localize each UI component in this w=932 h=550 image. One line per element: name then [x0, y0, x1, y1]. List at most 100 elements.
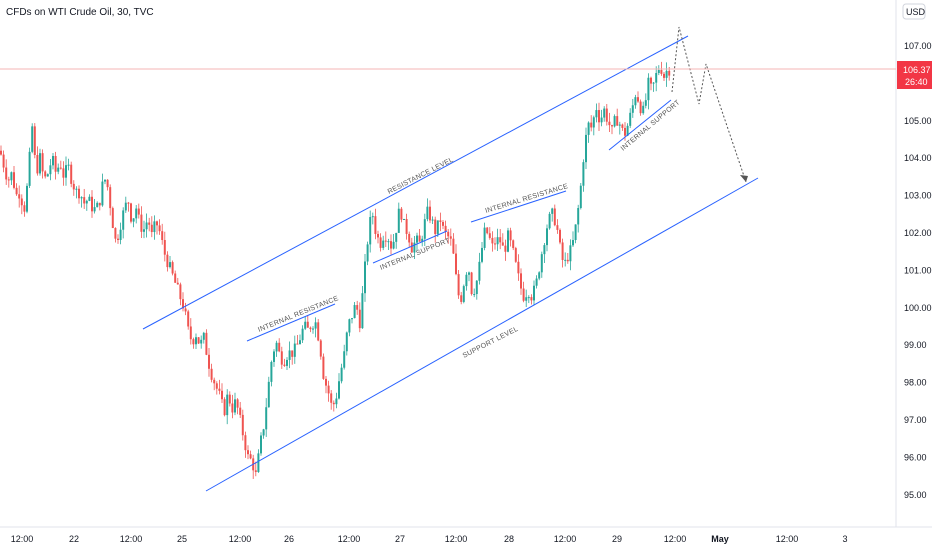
candle-body	[379, 237, 382, 248]
candle-body	[169, 262, 171, 268]
candle-body	[306, 321, 309, 328]
candle-body	[143, 229, 145, 232]
candle-body	[468, 272, 470, 275]
candle-body	[512, 240, 515, 249]
candle-body	[176, 282, 179, 285]
candle-body	[23, 205, 26, 212]
candle-body	[278, 342, 281, 352]
candle-body	[195, 337, 197, 345]
candle-body	[387, 241, 390, 243]
candle-body	[239, 407, 242, 415]
candle-body	[509, 230, 512, 241]
candle-body	[189, 326, 192, 340]
candle-body	[382, 240, 385, 248]
candle-body	[314, 322, 317, 329]
candle-body	[442, 221, 444, 226]
candle-body	[96, 202, 99, 208]
candle-body	[353, 305, 356, 319]
candle-body	[603, 108, 606, 118]
candle-body	[579, 185, 582, 209]
candle-body	[36, 155, 39, 174]
candle-body	[114, 228, 117, 239]
candle-body	[197, 337, 200, 344]
x-tick-label: 22	[69, 534, 79, 544]
internal-resistance-line-2[interactable]	[470, 190, 567, 223]
candle-body	[7, 179, 10, 181]
candle-body	[91, 196, 93, 212]
candle-body	[70, 164, 73, 184]
internal-support-line-2[interactable]	[608, 99, 672, 151]
y-tick-label: 100.00	[904, 303, 932, 313]
candle-body	[260, 435, 262, 454]
x-tick-label: 12:00	[554, 534, 577, 544]
candle-body	[293, 343, 296, 357]
candle-body	[462, 286, 465, 302]
internal-support-line-1[interactable]	[372, 230, 448, 264]
candle-body	[483, 227, 486, 248]
candle-body	[135, 208, 138, 219]
candle-body	[52, 155, 54, 166]
candle-body	[345, 332, 348, 352]
candle-body	[338, 381, 340, 399]
x-tick-label: 26	[284, 534, 294, 544]
candle-body	[39, 153, 41, 174]
candle-body	[639, 101, 642, 114]
support-line[interactable]	[205, 177, 759, 492]
candle-body	[187, 311, 190, 327]
candle-body	[621, 124, 624, 128]
candle-body	[179, 284, 182, 300]
candle-body	[473, 294, 476, 296]
candle-body	[249, 454, 252, 459]
internal-resistance-line-1[interactable]	[246, 303, 336, 342]
candle-body	[348, 319, 351, 333]
candle-body	[44, 171, 47, 177]
candle-body	[540, 254, 543, 273]
candle-body	[62, 168, 65, 178]
x-tick-label: 12:00	[11, 534, 34, 544]
candle-body	[501, 242, 504, 246]
x-tick-label: 12:00	[445, 534, 468, 544]
candle-body	[637, 97, 639, 102]
candle-body	[520, 273, 522, 289]
candle-body	[145, 222, 148, 230]
candle-body	[358, 309, 361, 329]
candle-body	[647, 77, 650, 101]
candle-body	[330, 393, 333, 403]
candle-body	[439, 220, 442, 222]
candle-body	[356, 305, 359, 310]
candle-body	[449, 236, 452, 239]
y-tick-label: 97.00	[904, 415, 927, 425]
candle-body	[98, 202, 101, 206]
candle-body	[340, 367, 343, 382]
candle-body	[642, 105, 645, 114]
time-axis[interactable]: 12:00 22 12:00 25 12:00 26 12:00 27 12:00 28 12:00…	[11, 534, 848, 544]
candle-body	[101, 181, 104, 206]
candle-body	[598, 110, 600, 123]
candle-body	[517, 261, 520, 274]
candle-body	[236, 399, 239, 408]
candle-body	[504, 245, 507, 252]
candle-body	[221, 390, 223, 400]
candle-body	[481, 247, 483, 262]
candle-body	[26, 185, 28, 212]
candle-body	[273, 351, 275, 362]
candle-body	[616, 116, 619, 126]
candle-body	[600, 117, 603, 123]
y-tick-label: 101.00	[904, 265, 932, 275]
currency-button[interactable]: USD	[902, 3, 926, 20]
candle-body	[59, 167, 62, 169]
candles-group	[0, 61, 671, 479]
resistance-line[interactable]	[142, 35, 689, 330]
candle-body	[369, 217, 372, 245]
candle-body	[18, 194, 21, 199]
candle-body	[569, 245, 572, 262]
candle-body	[301, 328, 304, 341]
countdown-timer: 26:40	[905, 77, 928, 87]
candle-body	[299, 340, 301, 345]
candle-body	[122, 210, 125, 230]
candle-body	[605, 108, 608, 122]
candle-body	[631, 105, 634, 113]
candle-body	[262, 429, 265, 436]
